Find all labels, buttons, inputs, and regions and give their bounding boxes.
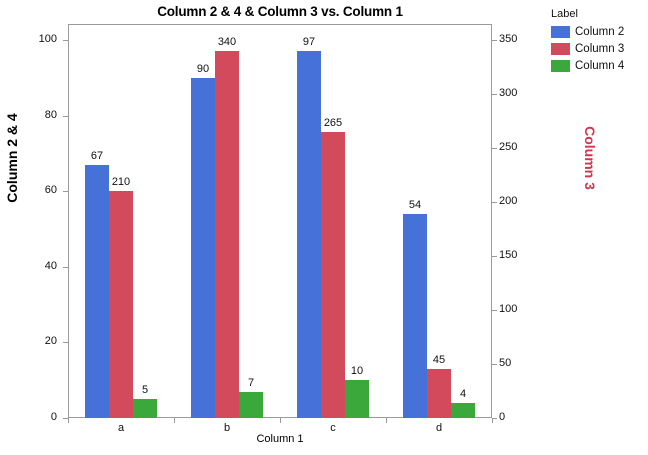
x-tick-label-c: c (330, 422, 336, 434)
bar-value-label: 5 (141, 384, 149, 397)
x-tick-mark (174, 418, 175, 423)
legend-swatch-icon (551, 60, 570, 72)
bar-value-label: 67 (90, 149, 104, 162)
y-tick-mark-right (492, 148, 497, 149)
y-tick-label-left: 20 (44, 335, 57, 348)
y-tick-label-right: 0 (499, 411, 506, 423)
y-axis-title-left: Column 2 & 4 (4, 113, 20, 203)
legend-item-label: Column 2 (575, 26, 625, 38)
y-tick-mark-right (492, 94, 497, 95)
y-tick-label-right: 150 (499, 249, 518, 261)
bar-column-4-d[interactable] (451, 402, 475, 418)
y-tick-label-left: 0 (50, 411, 57, 423)
y-tick-mark-right (492, 202, 497, 203)
legend-item-column-4[interactable]: Column 4 (551, 58, 647, 74)
legend-swatch-icon (551, 26, 570, 38)
x-tick-label-a: a (117, 422, 125, 434)
bar-column-3-d[interactable] (427, 369, 451, 418)
legend: Label Column 2 Column 3 Column 4 (551, 8, 647, 75)
bar-column-4-c[interactable] (345, 380, 369, 418)
y-tick-label-right: 250 (499, 141, 518, 153)
y-tick-label-right: 300 (499, 87, 518, 99)
bar-column-3-c[interactable] (321, 131, 345, 418)
bar-column-2-a[interactable] (85, 164, 109, 418)
bar-value-label: 10 (350, 365, 364, 378)
bar-value-label: 7 (247, 376, 255, 389)
bar-column-2-b[interactable] (191, 77, 215, 418)
x-tick-mark (68, 418, 69, 423)
legend-item-column-3[interactable]: Column 3 (551, 41, 647, 57)
bar-value-label: 54 (408, 198, 422, 211)
y-tick-label-right: 350 (499, 33, 518, 45)
chart-title: Column 2 & 4 & Column 3 vs. Column 1 (157, 4, 403, 19)
y-tick-mark-right (492, 418, 497, 419)
y-tick-mark-left (63, 40, 68, 41)
bar-value-label: 210 (111, 176, 131, 189)
y-tick-mark-left (63, 342, 68, 344)
bar-column-3-a[interactable] (109, 191, 133, 418)
y-tick-mark-right (492, 310, 497, 311)
y-tick-label-right: 100 (499, 303, 518, 315)
bar-column-2-d[interactable] (403, 213, 427, 418)
y-tick-label-right: 200 (499, 195, 518, 207)
bar-column-3-b[interactable] (215, 50, 239, 418)
y-tick-mark-left (63, 191, 68, 193)
y-tick-mark-right (492, 256, 497, 257)
y-tick-label-left: 60 (44, 184, 57, 197)
y-tick-mark-right (492, 364, 497, 365)
bar-value-label: 4 (459, 387, 467, 400)
x-tick-label-d: d (435, 422, 443, 434)
bar-column-2-c[interactable] (297, 51, 321, 418)
x-tick-mark (492, 418, 493, 423)
y-tick-label-left: 80 (44, 108, 57, 121)
bar-value-label: 265 (323, 116, 343, 129)
x-tick-mark (280, 418, 281, 423)
bar-value-label: 97 (302, 36, 316, 49)
x-axis-title: Column 1 (256, 433, 304, 445)
y-tick-mark-right (492, 40, 497, 41)
y-tick-label-left: 40 (44, 259, 57, 272)
y-tick-label-left: 100 (38, 33, 57, 45)
x-tick-mark (386, 418, 387, 423)
bar-column-4-b[interactable] (239, 391, 263, 418)
y-tick-label-right: 50 (499, 357, 512, 369)
x-tick-label-b: b (223, 422, 231, 434)
legend-title: Label (551, 8, 578, 20)
legend-item-label: Column 4 (575, 60, 625, 72)
y-axis-title-right: Column 3 (582, 126, 598, 190)
y-tick-mark-left (63, 418, 68, 419)
y-tick-mark-left (63, 115, 68, 117)
legend-swatch-icon (551, 43, 570, 55)
y-tick-mark-left (63, 266, 68, 268)
bar-column-4-a[interactable] (133, 399, 157, 418)
legend-item-column-2[interactable]: Column 2 (551, 24, 647, 40)
bar-value-label: 340 (217, 35, 237, 48)
bar-value-label: 45 (432, 354, 446, 367)
bar-value-label: 90 (196, 62, 210, 75)
legend-item-label: Column 3 (575, 43, 625, 55)
